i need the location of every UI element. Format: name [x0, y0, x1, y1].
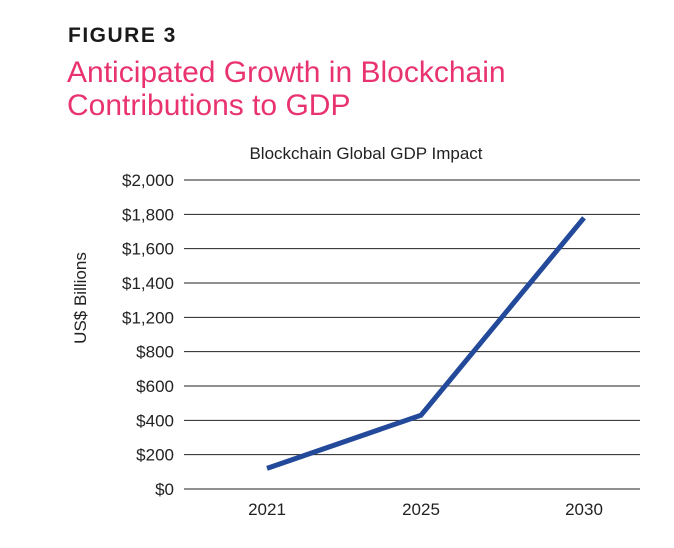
y-tick-label: $1,600	[122, 240, 174, 259]
y-axis-label: US$ Billions	[71, 252, 90, 344]
y-tick-label: $800	[136, 343, 174, 362]
y-tick-labels: $0 $200 $400 $600 $800 $1,200 $1,400 $1,600 $1,8…	[122, 171, 174, 499]
y-tick-label: $1,200	[122, 308, 174, 327]
x-tick-label: 2030	[565, 500, 603, 519]
y-tick-label: $600	[136, 377, 174, 396]
x-tick-labels: 2021 2025 2030	[248, 500, 603, 519]
y-tick-label: $400	[136, 411, 174, 430]
y-tick-label: $0	[155, 480, 174, 499]
y-tick-label: $1,800	[122, 205, 174, 224]
series-layer	[266, 216, 586, 471]
series-line	[266, 216, 586, 471]
gridlines	[184, 179, 640, 490]
figure-label: FIGURE 3	[68, 24, 177, 47]
y-tick-label: $200	[136, 446, 174, 465]
figure-title: Anticipated Growth in Blockchain Contrib…	[67, 56, 506, 122]
y-tick-label: $1,400	[122, 274, 174, 293]
chart-title: Blockchain Global GDP Impact	[249, 144, 482, 163]
y-tick-label: $2,000	[122, 171, 174, 190]
x-tick-label: 2021	[248, 500, 286, 519]
x-tick-label: 2025	[402, 500, 440, 519]
